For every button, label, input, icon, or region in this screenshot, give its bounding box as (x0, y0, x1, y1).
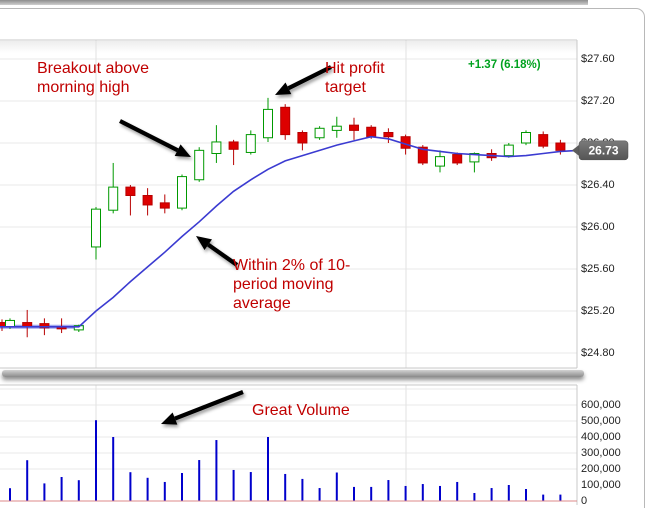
volume-bar (129, 472, 132, 501)
candle-down (349, 124, 359, 131)
candle-up (5, 319, 15, 328)
volume-axis-label: 200,000 (581, 463, 621, 475)
price-tag-box (578, 140, 629, 161)
price-axis-label: $27.20 (581, 95, 615, 107)
candle-down (125, 186, 136, 197)
volume-axis-label: 300,000 (581, 447, 621, 459)
volume-arrow (161, 390, 244, 425)
volume-bar (146, 477, 149, 501)
last-price-tag: 26.73 (572, 140, 629, 161)
price-axis-label: $27.60 (581, 53, 615, 65)
moving-average-line (0, 135, 579, 328)
volume-bar (301, 478, 304, 501)
volume-axis-label: 400,000 (581, 431, 621, 443)
candle-down (39, 323, 50, 329)
price-axis-label: $26.40 (581, 179, 615, 191)
candle-down (228, 141, 239, 150)
volume-axis-label: 0 (581, 495, 588, 507)
volume-bar (198, 460, 201, 501)
volume-bar (163, 481, 166, 501)
volume-bar (421, 484, 424, 501)
volume-axis-label: 500,000 (581, 415, 621, 427)
annotation-great-volume: Great Volume (252, 402, 350, 419)
annotation-hit-profit-target: Hit profit target (325, 60, 385, 96)
volume-bar (525, 489, 527, 501)
candle-up (91, 208, 101, 248)
candle-up (503, 144, 514, 157)
candle-up (435, 156, 445, 167)
candle-down (159, 202, 170, 209)
volume-bar (43, 483, 46, 501)
price-axis-label: $26.00 (581, 221, 615, 233)
candle-down (452, 154, 463, 164)
volume-bar (77, 480, 80, 501)
price-tag-value: 26.73 (588, 143, 618, 157)
volume-bar (387, 480, 390, 501)
candle-down (280, 106, 291, 136)
volume-bar (559, 494, 562, 501)
price-axis-label: $25.60 (581, 263, 615, 275)
candle-down (555, 142, 566, 151)
volume-axis-label: 100,000 (581, 479, 621, 491)
volume-bar (249, 472, 252, 501)
volume-bar (473, 493, 476, 501)
candle-down (383, 132, 394, 138)
volume-bar (181, 473, 183, 501)
candle-down (297, 132, 308, 144)
candle-up (194, 149, 205, 181)
pane-resize-handle[interactable] (2, 370, 584, 377)
candle-up (331, 125, 342, 131)
candle-down (417, 146, 428, 164)
annotation-moving-average: Within 2% of 10- period moving average (233, 257, 351, 312)
volume-bar (404, 485, 407, 501)
volume-bar (490, 488, 493, 501)
volume-bar (26, 460, 29, 501)
candle-down (142, 195, 153, 206)
breakout-arrow (119, 119, 191, 157)
volume-bar (9, 488, 11, 501)
candle-up (469, 153, 480, 163)
volume-bar (112, 437, 115, 501)
candle-up (314, 127, 325, 139)
volume-bar (60, 477, 63, 501)
hit-profit-arrow (275, 65, 332, 95)
candle-up (263, 108, 273, 139)
volume-bar (267, 437, 269, 501)
price-axis-label: $25.20 (581, 305, 615, 317)
volume-bar (215, 440, 218, 501)
volume-bar (456, 481, 459, 501)
candle-up (245, 134, 256, 153)
volume-bar (335, 472, 338, 501)
price-pane-header-gradient (0, 41, 577, 53)
candle-up (108, 186, 119, 211)
top-divider-bar (0, 0, 588, 5)
volume-bar (507, 485, 510, 501)
price-axis-label: $24.80 (581, 347, 615, 359)
candle-up (521, 132, 531, 144)
candle-up (211, 141, 222, 154)
volume-bar (353, 486, 355, 501)
volume-bar (232, 469, 235, 501)
volume-bar (284, 473, 287, 501)
volume-bar (542, 494, 545, 501)
volume-bar (439, 485, 441, 501)
volume-axis-label: 600,000 (581, 399, 621, 411)
candle-down (366, 126, 377, 138)
volume-bar (318, 488, 321, 501)
candle-up (73, 325, 84, 331)
volume-bar (370, 486, 373, 501)
ma-arrow (196, 236, 239, 267)
annotation-breakout: Breakout above morning high (37, 60, 150, 96)
candle-down (538, 134, 549, 147)
price-change-label: +1.37 (6.18%) (468, 59, 541, 71)
candle-up (177, 176, 187, 209)
volume-bar (95, 420, 97, 501)
